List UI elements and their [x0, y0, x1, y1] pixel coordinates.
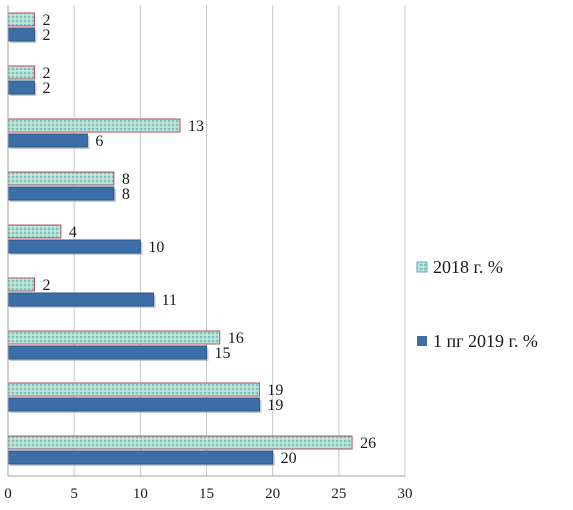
- bar-2018: [7, 12, 35, 27]
- data-label-2018: 19: [267, 382, 283, 399]
- data-label-2018: 2: [42, 277, 50, 294]
- data-label-2019: 10: [148, 239, 164, 256]
- bar-2018: [7, 224, 62, 239]
- bar-2018: [7, 435, 353, 450]
- data-label-2019: 15: [215, 345, 231, 362]
- bar-2018: [7, 382, 260, 397]
- bar-2019: [7, 397, 260, 412]
- data-label-2018: 2: [42, 12, 50, 29]
- bar-2019: [7, 450, 274, 465]
- bar-2019: [7, 239, 141, 254]
- bar-2018: [7, 118, 181, 133]
- bar-2019: [7, 133, 88, 148]
- x-tick-label: 10: [133, 486, 148, 502]
- data-label-2019: 19: [267, 397, 283, 414]
- bar-2019: [7, 186, 115, 201]
- data-label-2018: 26: [360, 435, 376, 452]
- data-label-2019: 20: [281, 450, 297, 467]
- bar-2019: [7, 27, 35, 42]
- bar-2018: [7, 65, 35, 80]
- bar-2018: [7, 330, 221, 345]
- legend-label-2019: 1 пг 2019 г. %: [433, 331, 538, 351]
- data-label-2018: 16: [228, 330, 244, 347]
- x-tick-label: 30: [398, 486, 413, 502]
- bar-2018: [7, 171, 115, 186]
- bar-2019: [7, 345, 207, 360]
- data-label-2018: 13: [188, 118, 204, 135]
- legend: 2018 г. % 1 пг 2019 г. %: [416, 257, 538, 351]
- bar-2019: [7, 292, 155, 307]
- x-tick-label: 5: [70, 486, 78, 502]
- data-label-2019: 8: [122, 186, 130, 203]
- data-label-2019: 11: [162, 292, 177, 309]
- x-tick-label: 25: [331, 486, 346, 502]
- x-tick-label: 0: [4, 486, 12, 502]
- x-axis: 0 5 10 15 20 25 30: [4, 5, 413, 502]
- legend-swatch-2019: [417, 336, 427, 346]
- data-label-2019: 6: [95, 133, 103, 150]
- data-label-2018: 8: [122, 171, 130, 188]
- legend-label-2018: 2018 г. %: [433, 257, 503, 277]
- bar-2019: [7, 80, 35, 95]
- data-label-2019: 2: [42, 27, 50, 44]
- x-tick-label: 20: [265, 486, 280, 502]
- legend-swatch-2018: [416, 261, 428, 273]
- data-label-2019: 2: [42, 80, 50, 97]
- data-label-2018: 2: [42, 65, 50, 82]
- x-tick-label: 15: [199, 486, 214, 502]
- bar-2018: [7, 277, 35, 292]
- data-label-2018: 4: [69, 224, 77, 241]
